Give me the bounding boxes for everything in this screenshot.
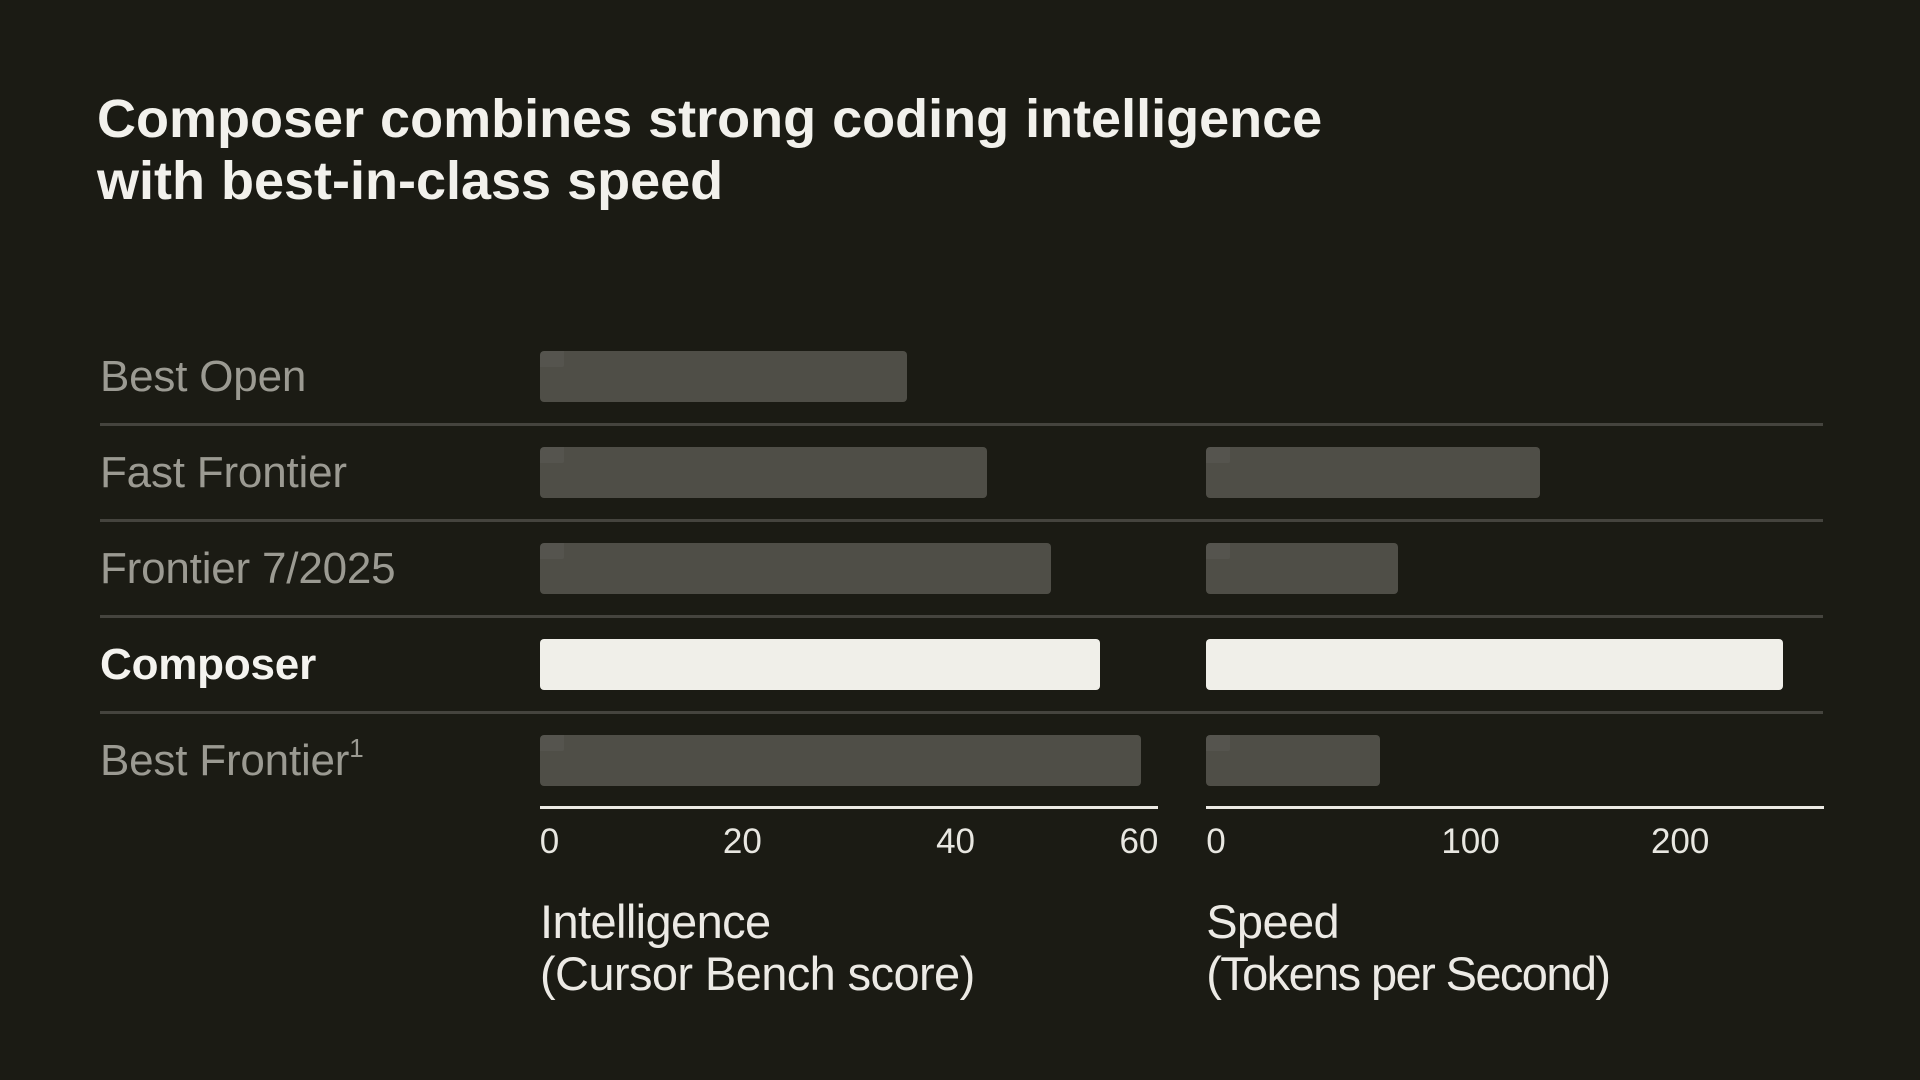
bar-start-sheen bbox=[539, 543, 564, 560]
intelligence-bar-best-frontier bbox=[539, 735, 1141, 787]
row-separator bbox=[100, 615, 1824, 618]
speed-axis-tick-200: 200 bbox=[1650, 821, 1710, 861]
row-label-frontier-7-2025: Frontier 7/2025 bbox=[100, 543, 396, 593]
row-separator bbox=[100, 711, 1824, 714]
row-label-best-open: Best Open bbox=[100, 351, 307, 401]
speed-bar-composer bbox=[1206, 639, 1784, 691]
row-separator bbox=[100, 519, 1824, 522]
row-label-composer: Composer bbox=[100, 639, 316, 689]
bar-start-sheen bbox=[1206, 543, 1231, 560]
chart-title: Composer combines strong coding intellig… bbox=[97, 89, 1322, 212]
chart-title-line1: Composer combines strong coding intellig… bbox=[97, 89, 1323, 149]
row-label-best-frontier: Best Frontier1 bbox=[100, 732, 364, 785]
chart-title-line2: with best-in-class speed bbox=[97, 150, 724, 211]
axis-caption-line2: (Cursor Bench score) bbox=[540, 946, 975, 1000]
bar-start-sheen bbox=[539, 447, 564, 464]
axis-caption-line1: Speed bbox=[1206, 895, 1340, 948]
speed-axis-tick-100: 100 bbox=[1441, 821, 1500, 861]
bar-start-sheen bbox=[1206, 735, 1231, 752]
intelligence-bar-fast-frontier bbox=[539, 447, 988, 499]
row-label-fast-frontier: Fast Frontier bbox=[100, 447, 347, 497]
intelligence-axis-tick-0: 0 bbox=[539, 821, 560, 861]
bar-start-sheen bbox=[539, 735, 564, 752]
speed-bar-best-frontier bbox=[1206, 735, 1380, 787]
intelligence-axis-caption: Intelligence (Cursor Bench score) bbox=[540, 896, 975, 999]
speed-bar-frontier-7-2025 bbox=[1206, 543, 1399, 595]
intelligence-axis-tick-60: 60 bbox=[1119, 821, 1159, 861]
speed-axis-caption: Speed (Tokens per Second) bbox=[1206, 895, 1611, 1000]
intelligence-axis-line bbox=[539, 805, 1159, 809]
intelligence-axis-tick-40: 40 bbox=[936, 821, 976, 861]
intelligence-axis-tick-20: 20 bbox=[722, 821, 762, 861]
axis-caption-line1: Intelligence bbox=[540, 895, 771, 948]
intelligence-bar-frontier-7-2025 bbox=[539, 543, 1051, 595]
footnote-marker: 1 bbox=[349, 732, 364, 763]
intelligence-bar-composer bbox=[539, 639, 1100, 691]
axis-caption-line2: (Tokens per Second) bbox=[1206, 946, 1611, 1000]
row-separator bbox=[100, 423, 1824, 426]
bar-start-sheen bbox=[539, 351, 564, 368]
speed-bar-fast-frontier bbox=[1206, 447, 1541, 499]
intelligence-bar-best-open bbox=[539, 351, 907, 403]
speed-axis-tick-0: 0 bbox=[1206, 821, 1226, 861]
bar-start-sheen bbox=[1206, 447, 1231, 464]
speed-axis-line bbox=[1206, 805, 1824, 809]
